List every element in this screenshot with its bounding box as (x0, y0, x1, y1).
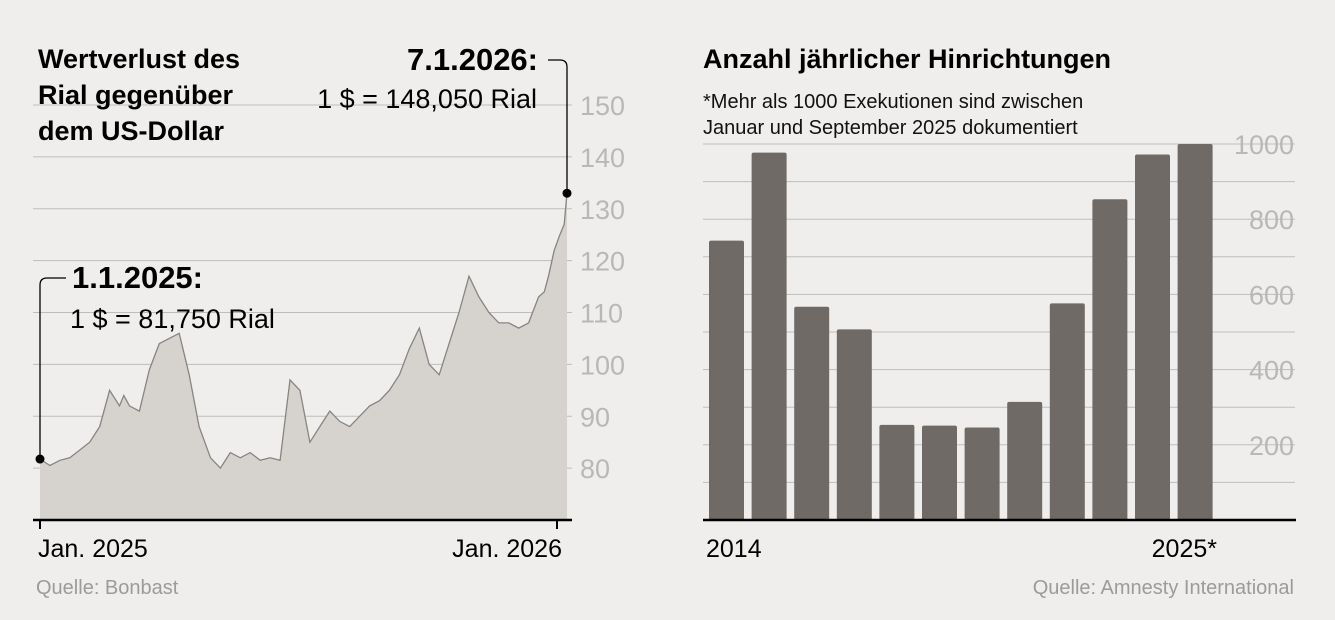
executions-source: Quelle: Amnesty International (1033, 577, 1294, 599)
executions-bar (964, 427, 1000, 520)
executions-bar (1049, 303, 1085, 520)
end-annotation-value: 1 $ = 148,050 Rial (317, 84, 537, 114)
executions-y-tick-label: 200 (1249, 431, 1294, 461)
end-annotation-date: 7.1.2026: (407, 42, 538, 77)
start-annotation-date: 1.1.2025: (72, 260, 203, 295)
rial-source: Quelle: Bonbast (36, 577, 179, 599)
executions-subtitle-line: Januar und September 2025 dokumentiert (703, 117, 1078, 139)
rial-y-tick-label: 130 (580, 195, 625, 225)
executions-title: Anzahl jährlicher Hinrichtungen (703, 44, 1111, 74)
start-annotation-value: 1 $ = 81,750 Rial (70, 304, 275, 334)
executions-bar (1007, 401, 1043, 520)
executions-x-tick-label: 2025* (1152, 535, 1218, 563)
rial-title-line: dem US-Dollar (38, 116, 225, 146)
rial-line (39, 193, 568, 470)
executions-bar (922, 425, 957, 520)
rial-chart: 80 90 100 110 120 130 140 150 Jan. 2025 Jan. 20… (33, 42, 625, 599)
executions-bars (709, 144, 1213, 520)
executions-bar (1092, 199, 1128, 520)
rial-title-line: Rial gegenüber (38, 80, 234, 110)
rial-x-tick-label: Jan. 2025 (38, 535, 148, 563)
rial-y-tick-label: 150 (580, 91, 625, 121)
start-annotation-dot (35, 454, 45, 464)
executions-bar (1135, 154, 1170, 520)
executions-y-tick-label: 800 (1249, 205, 1294, 235)
rial-title-line: Wertverlust des (38, 44, 240, 74)
executions-y-tick-label: 600 (1249, 280, 1294, 310)
executions-bar (751, 152, 787, 520)
executions-y-tick-label: 1000 (1234, 130, 1294, 160)
executions-x-tick-label: 2014 (706, 535, 762, 563)
executions-bar (879, 424, 915, 520)
end-annotation-leader (548, 59, 568, 194)
rial-y-tick-label: 100 (580, 350, 625, 380)
rial-area (40, 193, 567, 520)
end-annotation-dot (562, 188, 572, 198)
rial-y-tick-labels: 80 90 100 110 120 130 140 150 (580, 91, 625, 484)
executions-y-tick-labels: 200 400 600 800 1000 (1234, 130, 1294, 461)
executions-bar (709, 240, 744, 520)
executions-bar (794, 306, 830, 520)
rial-y-tick-label: 140 (580, 143, 625, 173)
executions-bar (836, 329, 872, 520)
rial-y-tick-label: 110 (580, 299, 623, 329)
executions-chart: Anzahl jährlicher Hinrichtungen *Mehr al… (703, 44, 1296, 599)
rial-x-tick-label: Jan. 2026 (452, 535, 562, 563)
rial-y-tick-label: 120 (580, 247, 625, 277)
executions-bar (1177, 144, 1213, 520)
start-annotation-leader (39, 277, 66, 460)
executions-y-tick-label: 400 (1249, 356, 1294, 386)
rial-y-tick-label: 90 (580, 402, 610, 432)
rial-y-tick-label: 80 (580, 454, 610, 484)
executions-subtitle-line: *Mehr als 1000 Exekutionen sind zwischen (703, 91, 1083, 113)
